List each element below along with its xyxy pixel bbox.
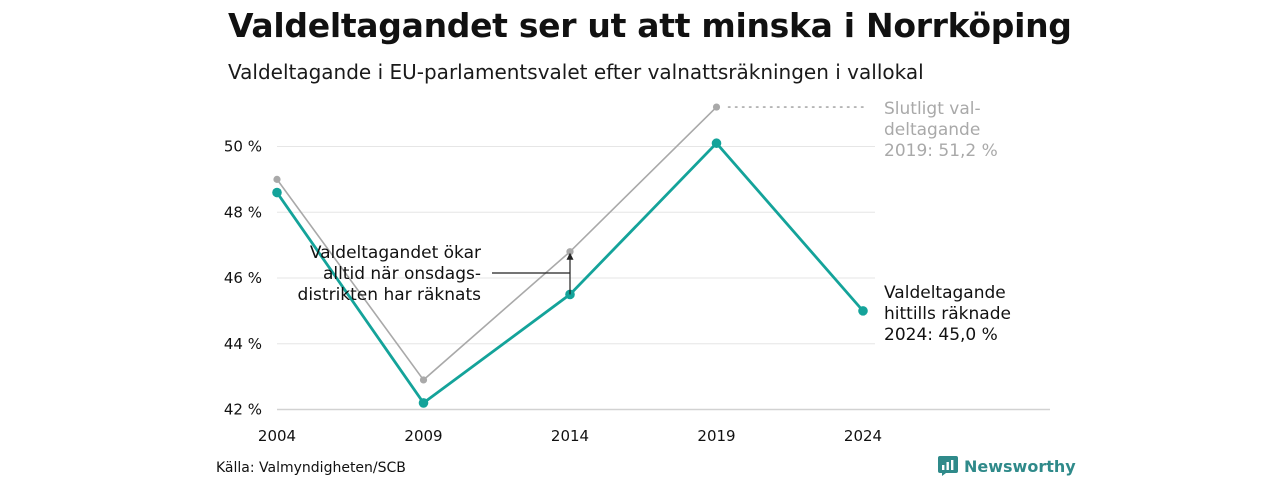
bar-chart-logo-icon	[938, 456, 958, 476]
final-turnout-line	[276, 106, 718, 382]
final-turnout-point	[712, 103, 721, 111]
wednesday-districts-note-line: alltid när onsdags-	[323, 264, 481, 284]
y-tick-label: 50 %	[224, 138, 262, 156]
chart-subtitle: Valdeltagande i EU-parlamentsvalet efter…	[228, 60, 924, 84]
current-turnout-label-line: Valdeltagande	[884, 283, 1006, 303]
x-tick-label: 2014	[551, 427, 589, 445]
axis-ticks: 42 % 44 % 46 % 48 % 50 % 2004 2009 2014 2019 2024	[224, 138, 882, 446]
y-tick-label: 42 %	[224, 401, 262, 419]
current-turnout-label-line: 2024: 45,0 %	[884, 325, 998, 345]
x-tick-label: 2004	[258, 427, 296, 445]
arrow-head-icon	[566, 252, 574, 260]
final-turnout-point	[419, 376, 428, 384]
x-tick-label: 2009	[404, 427, 442, 445]
source-note: Källa: Valmyndigheten/SCB	[216, 460, 406, 476]
annotations: Slutligt val-deltagande 2019: 51,2 % Valde…	[298, 99, 1011, 345]
final-turnout-point	[273, 175, 281, 183]
current-turnout-label: Valdeltagande hittills räknade 2024: 45,0 …	[884, 283, 1011, 345]
final-turnout-point	[566, 248, 574, 256]
wednesday-districts-note-line: Valdeltagandet ökar	[310, 243, 481, 263]
final-turnout-label: Slutligt val-deltagande 2019: 51,2 %	[884, 99, 998, 161]
election-night-turnout-point	[711, 138, 722, 149]
wednesday-districts-note-line: distrikten har räknats	[298, 285, 482, 305]
final-turnout-label-line: Slutligt val-	[884, 99, 981, 119]
current-turnout-label-line: hittills räknade	[884, 304, 1011, 324]
x-tick-label: 2019	[697, 427, 735, 445]
election-night-turnout-point	[858, 306, 868, 316]
y-tick-label: 48 %	[224, 203, 262, 221]
y-tick-label: 46 %	[224, 269, 262, 287]
chart-title: Valdeltagandet ser ut att minska i Norrk…	[228, 6, 1072, 45]
final-turnout-label-line: 2019: 51,2 %	[884, 141, 998, 161]
brand-logo: Newsworthy	[938, 456, 1076, 476]
wednesday-districts-note: Valdeltagandet ökar alltid när onsdags-di…	[298, 243, 482, 305]
election-night-turnout-point	[272, 187, 282, 198]
x-tick-label: 2024	[844, 427, 882, 445]
y-tick-label: 44 %	[224, 335, 262, 353]
brand-name: Newsworthy	[964, 456, 1076, 476]
election-night-turnout-point	[418, 398, 429, 408]
final-turnout-label-line: deltagande	[884, 120, 980, 140]
